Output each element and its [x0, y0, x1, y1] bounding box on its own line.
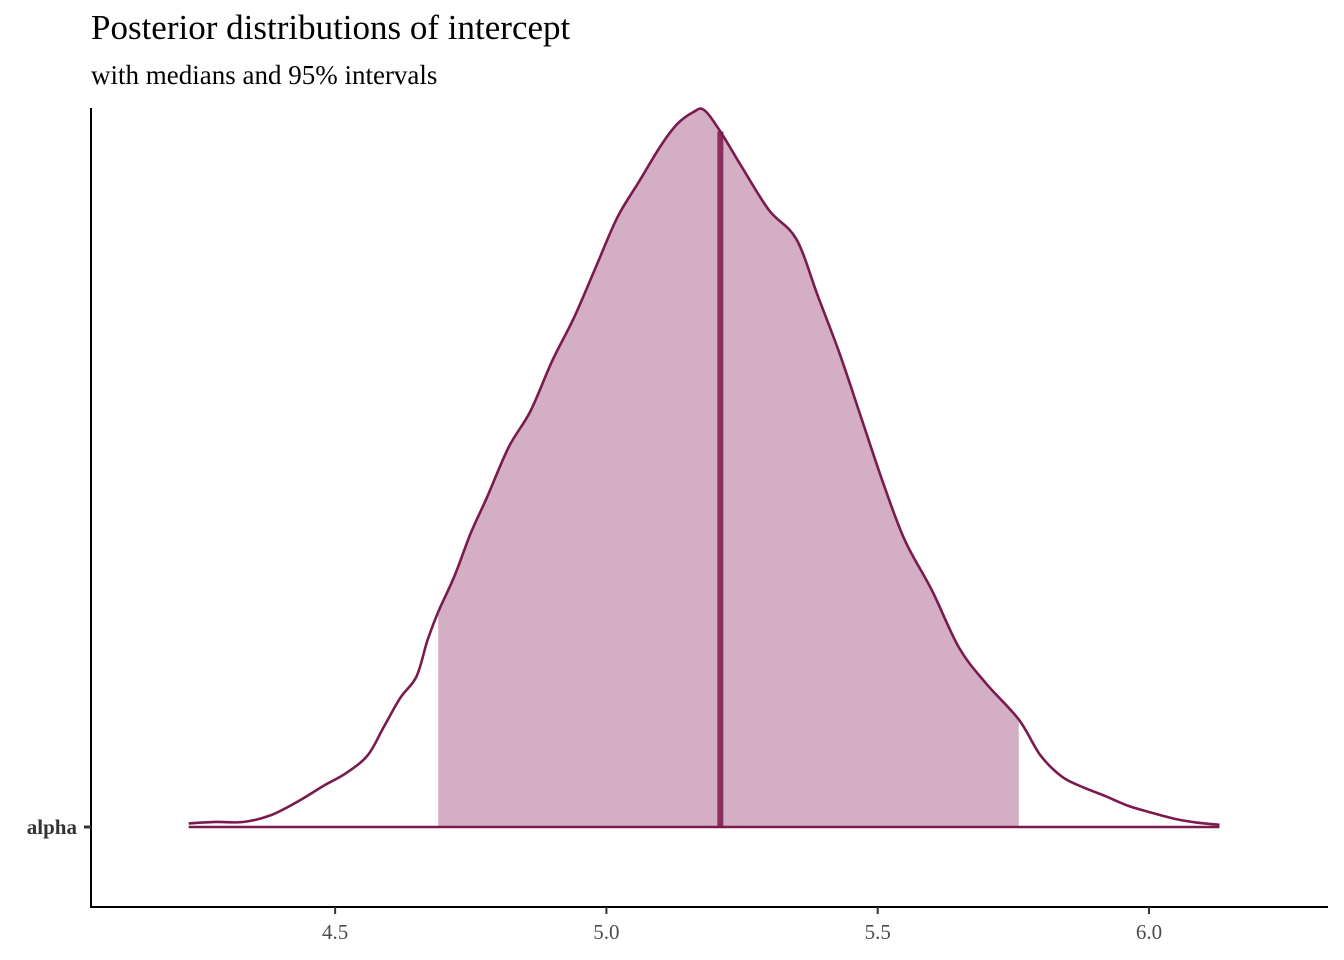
- x-tick-label-1: 5.0: [593, 920, 619, 944]
- interval-95-area: [438, 108, 1019, 827]
- plot-area: [188, 107, 1220, 829]
- y-label-alpha: alpha: [27, 815, 78, 839]
- density-curve: [188, 107, 1220, 827]
- chart-subtitle: with medians and 95% intervals: [91, 60, 438, 90]
- chart-title: Posterior distributions of intercept: [91, 8, 571, 47]
- axes: 4.5 5.0 5.5 6.0 alpha: [27, 108, 1328, 944]
- x-tick-label-3: 6.0: [1136, 920, 1162, 944]
- x-tick-label-2: 5.5: [865, 920, 891, 944]
- x-tick-label-0: 4.5: [322, 920, 348, 944]
